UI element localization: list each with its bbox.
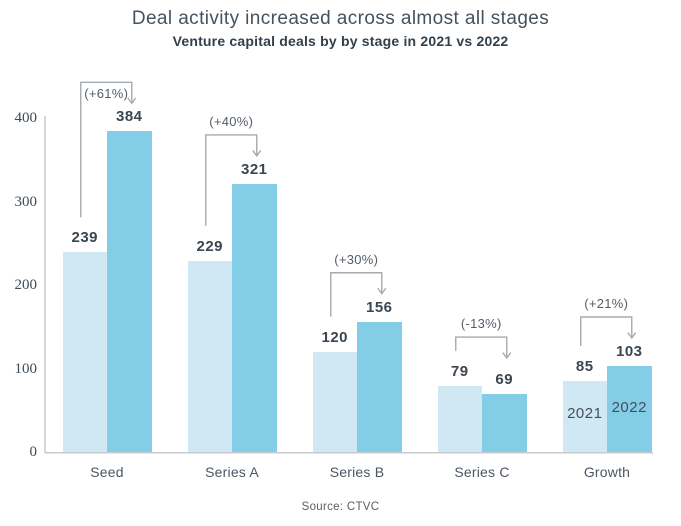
percent-bracket-growth — [580, 316, 633, 347]
value-label-2021-seed: 239 — [71, 229, 99, 247]
category-label-series-c: Series C — [454, 464, 510, 480]
bar-2022-series-a — [232, 183, 277, 452]
bar-2021-growth — [562, 381, 607, 452]
percent-bracket-series-c — [455, 336, 508, 358]
value-label-2022-series-c: 69 — [495, 371, 514, 389]
arrow-down-icon-growth — [627, 332, 637, 340]
value-label-2022-seed: 384 — [115, 108, 143, 126]
arrow-down-icon-series-c — [502, 352, 512, 360]
value-label-2021-growth: 85 — [575, 358, 594, 376]
bar-2021-seed — [62, 252, 107, 452]
bar-2021-series-b — [312, 351, 357, 452]
category-label-series-b: Series B — [329, 464, 385, 480]
percent-change-label-series-a: (+40%) — [209, 113, 254, 129]
value-label-2022-growth: 103 — [615, 342, 643, 360]
chart-title: Deal activity increased across almost al… — [131, 8, 550, 29]
value-label-2022-series-b: 156 — [365, 298, 393, 316]
y-tick-label-200: 200 — [14, 277, 38, 293]
category-label-growth: Growth — [583, 464, 631, 480]
value-label-2021-series-a: 229 — [196, 237, 224, 255]
y-tick-label-300: 300 — [14, 193, 38, 210]
bar-2021-series-c — [437, 386, 482, 452]
legend-year-2022: 2022 — [611, 399, 647, 416]
chart-subtitle: Venture capital deals by by stage in 202… — [172, 33, 509, 49]
legend-year-2021: 2021 — [567, 405, 603, 422]
percent-change-label-series-c: (-13%) — [460, 316, 502, 332]
percent-change-label-series-b: (+30%) — [334, 251, 379, 267]
bar-2022-seed — [107, 131, 152, 452]
y-tick-label-0: 0 — [29, 444, 38, 460]
value-label-2021-series-c: 79 — [450, 363, 469, 381]
y-tick-label-400: 400 — [14, 110, 38, 126]
source-label: Source: CTVC — [301, 501, 380, 513]
percent-change-label-growth: (+21%) — [584, 295, 629, 311]
bar-2022-growth — [607, 365, 652, 452]
arrow-down-icon-series-b — [377, 287, 387, 295]
percent-change-label-seed: (+61%) — [84, 86, 129, 102]
value-label-2022-series-a: 321 — [240, 160, 268, 178]
arrow-down-icon-series-a — [252, 150, 262, 158]
bar-2021-series-a — [187, 260, 232, 452]
value-label-2021-series-b: 120 — [321, 328, 349, 346]
bar-2022-series-b — [357, 321, 402, 452]
category-label-series-a: Series A — [205, 464, 259, 480]
bar-2022-series-c — [482, 394, 527, 452]
y-tick-label-100: 100 — [14, 360, 38, 377]
category-label-seed: Seed — [90, 464, 124, 480]
